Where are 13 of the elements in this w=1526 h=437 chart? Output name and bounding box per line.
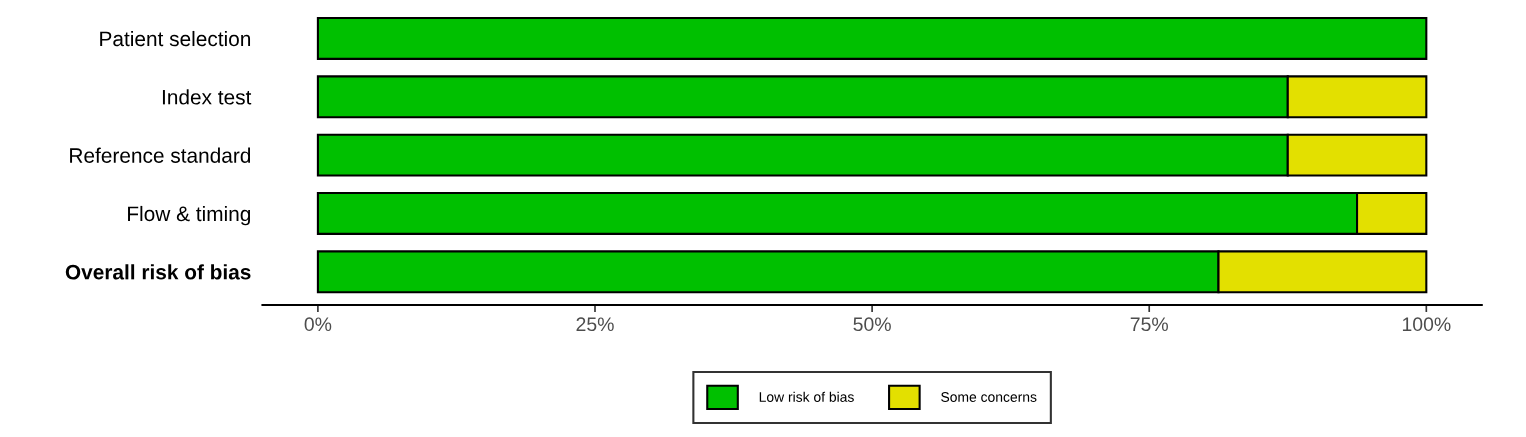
legend-label: Some concerns — [941, 392, 1037, 402]
y-tick-label: Index test — [162, 89, 252, 105]
y-tick-label: Flow & timing — [128, 205, 251, 226]
legend-label: Low risk of bias — [759, 391, 854, 402]
x-tick-label: 0% — [304, 317, 332, 332]
y-tick-label: Patient selection — [100, 30, 251, 47]
y-tick-label: Reference standard — [70, 147, 251, 163]
x-tick-label: 50% — [853, 317, 891, 332]
x-tick-label: 100% — [1402, 317, 1451, 332]
x-tick-label: 75% — [1130, 317, 1168, 332]
y-tick-label: Overall risk of bias — [65, 264, 251, 280]
x-tick-label: 25% — [576, 317, 614, 332]
bar — [316, 17, 1428, 60]
